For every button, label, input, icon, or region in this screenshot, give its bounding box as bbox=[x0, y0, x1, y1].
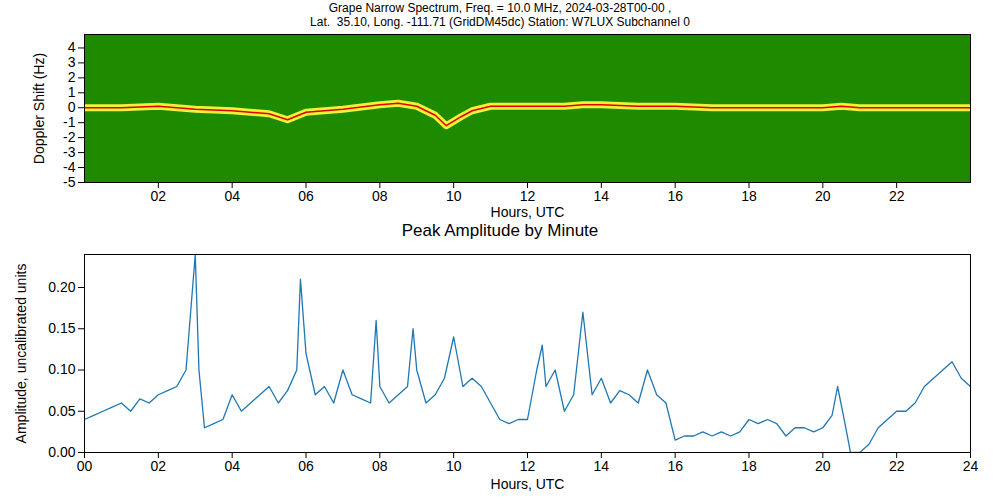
svg-text:02: 02 bbox=[151, 458, 167, 474]
html-text:Lat. 35.10, Long. -111.71 (Gri: Lat. 35.10, Long. -111.71 (GridDM45dc) S… bbox=[310, 15, 690, 29]
svg-text:1: 1 bbox=[68, 84, 76, 100]
svg-text:12: 12 bbox=[520, 188, 536, 204]
svg-text:4: 4 bbox=[68, 39, 76, 55]
svg-text:12: 12 bbox=[520, 458, 536, 474]
svg-text:04: 04 bbox=[224, 458, 240, 474]
svg-text:0.15: 0.15 bbox=[48, 320, 75, 336]
svg-text:Amplitude, uncalibrated units: Amplitude, uncalibrated units bbox=[13, 264, 29, 444]
svg-text:24: 24 bbox=[963, 458, 979, 474]
svg-text:16: 16 bbox=[667, 458, 683, 474]
svg-text:20: 20 bbox=[815, 458, 831, 474]
svg-text:18: 18 bbox=[741, 188, 757, 204]
svg-text:0.20: 0.20 bbox=[48, 279, 75, 295]
svg-text:10: 10 bbox=[446, 188, 462, 204]
svg-text:22: 22 bbox=[889, 188, 905, 204]
svg-text:00: 00 bbox=[77, 458, 93, 474]
svg-text:08: 08 bbox=[372, 458, 388, 474]
svg-text:0.00: 0.00 bbox=[48, 444, 75, 460]
svg-text:0.10: 0.10 bbox=[48, 361, 75, 377]
svg-text:-4: -4 bbox=[63, 159, 76, 175]
svg-text:Hours, UTC: Hours, UTC bbox=[491, 476, 565, 492]
svg-text:14: 14 bbox=[594, 188, 610, 204]
svg-text:0: 0 bbox=[68, 99, 76, 115]
svg-text:02: 02 bbox=[151, 188, 167, 204]
svg-text:Hours, UTC: Hours, UTC bbox=[491, 204, 565, 220]
svg-text:06: 06 bbox=[298, 458, 314, 474]
svg-text:-3: -3 bbox=[63, 144, 76, 160]
html-text:Peak Amplitude by Minute: Peak Amplitude by Minute bbox=[401, 221, 599, 240]
svg-text:22: 22 bbox=[889, 458, 905, 474]
html-text:Grape Narrow Spectrum, Freq. =: Grape Narrow Spectrum, Freq. = 10.0 MHz,… bbox=[328, 1, 672, 15]
svg-text:06: 06 bbox=[298, 188, 314, 204]
svg-text:3: 3 bbox=[68, 54, 76, 70]
svg-text:04: 04 bbox=[224, 188, 240, 204]
svg-text:08: 08 bbox=[372, 188, 388, 204]
svg-text:Doppler Shift (Hz): Doppler Shift (Hz) bbox=[31, 53, 47, 164]
svg-text:16: 16 bbox=[667, 188, 683, 204]
svg-text:-5: -5 bbox=[63, 174, 76, 190]
svg-text:-2: -2 bbox=[63, 129, 76, 145]
svg-text:14: 14 bbox=[594, 458, 610, 474]
svg-text:18: 18 bbox=[741, 458, 757, 474]
svg-text:10: 10 bbox=[446, 458, 462, 474]
svg-text:20: 20 bbox=[815, 188, 831, 204]
svg-text:2: 2 bbox=[68, 69, 76, 85]
svg-text:-1: -1 bbox=[63, 114, 76, 130]
svg-text:0.05: 0.05 bbox=[48, 403, 75, 419]
